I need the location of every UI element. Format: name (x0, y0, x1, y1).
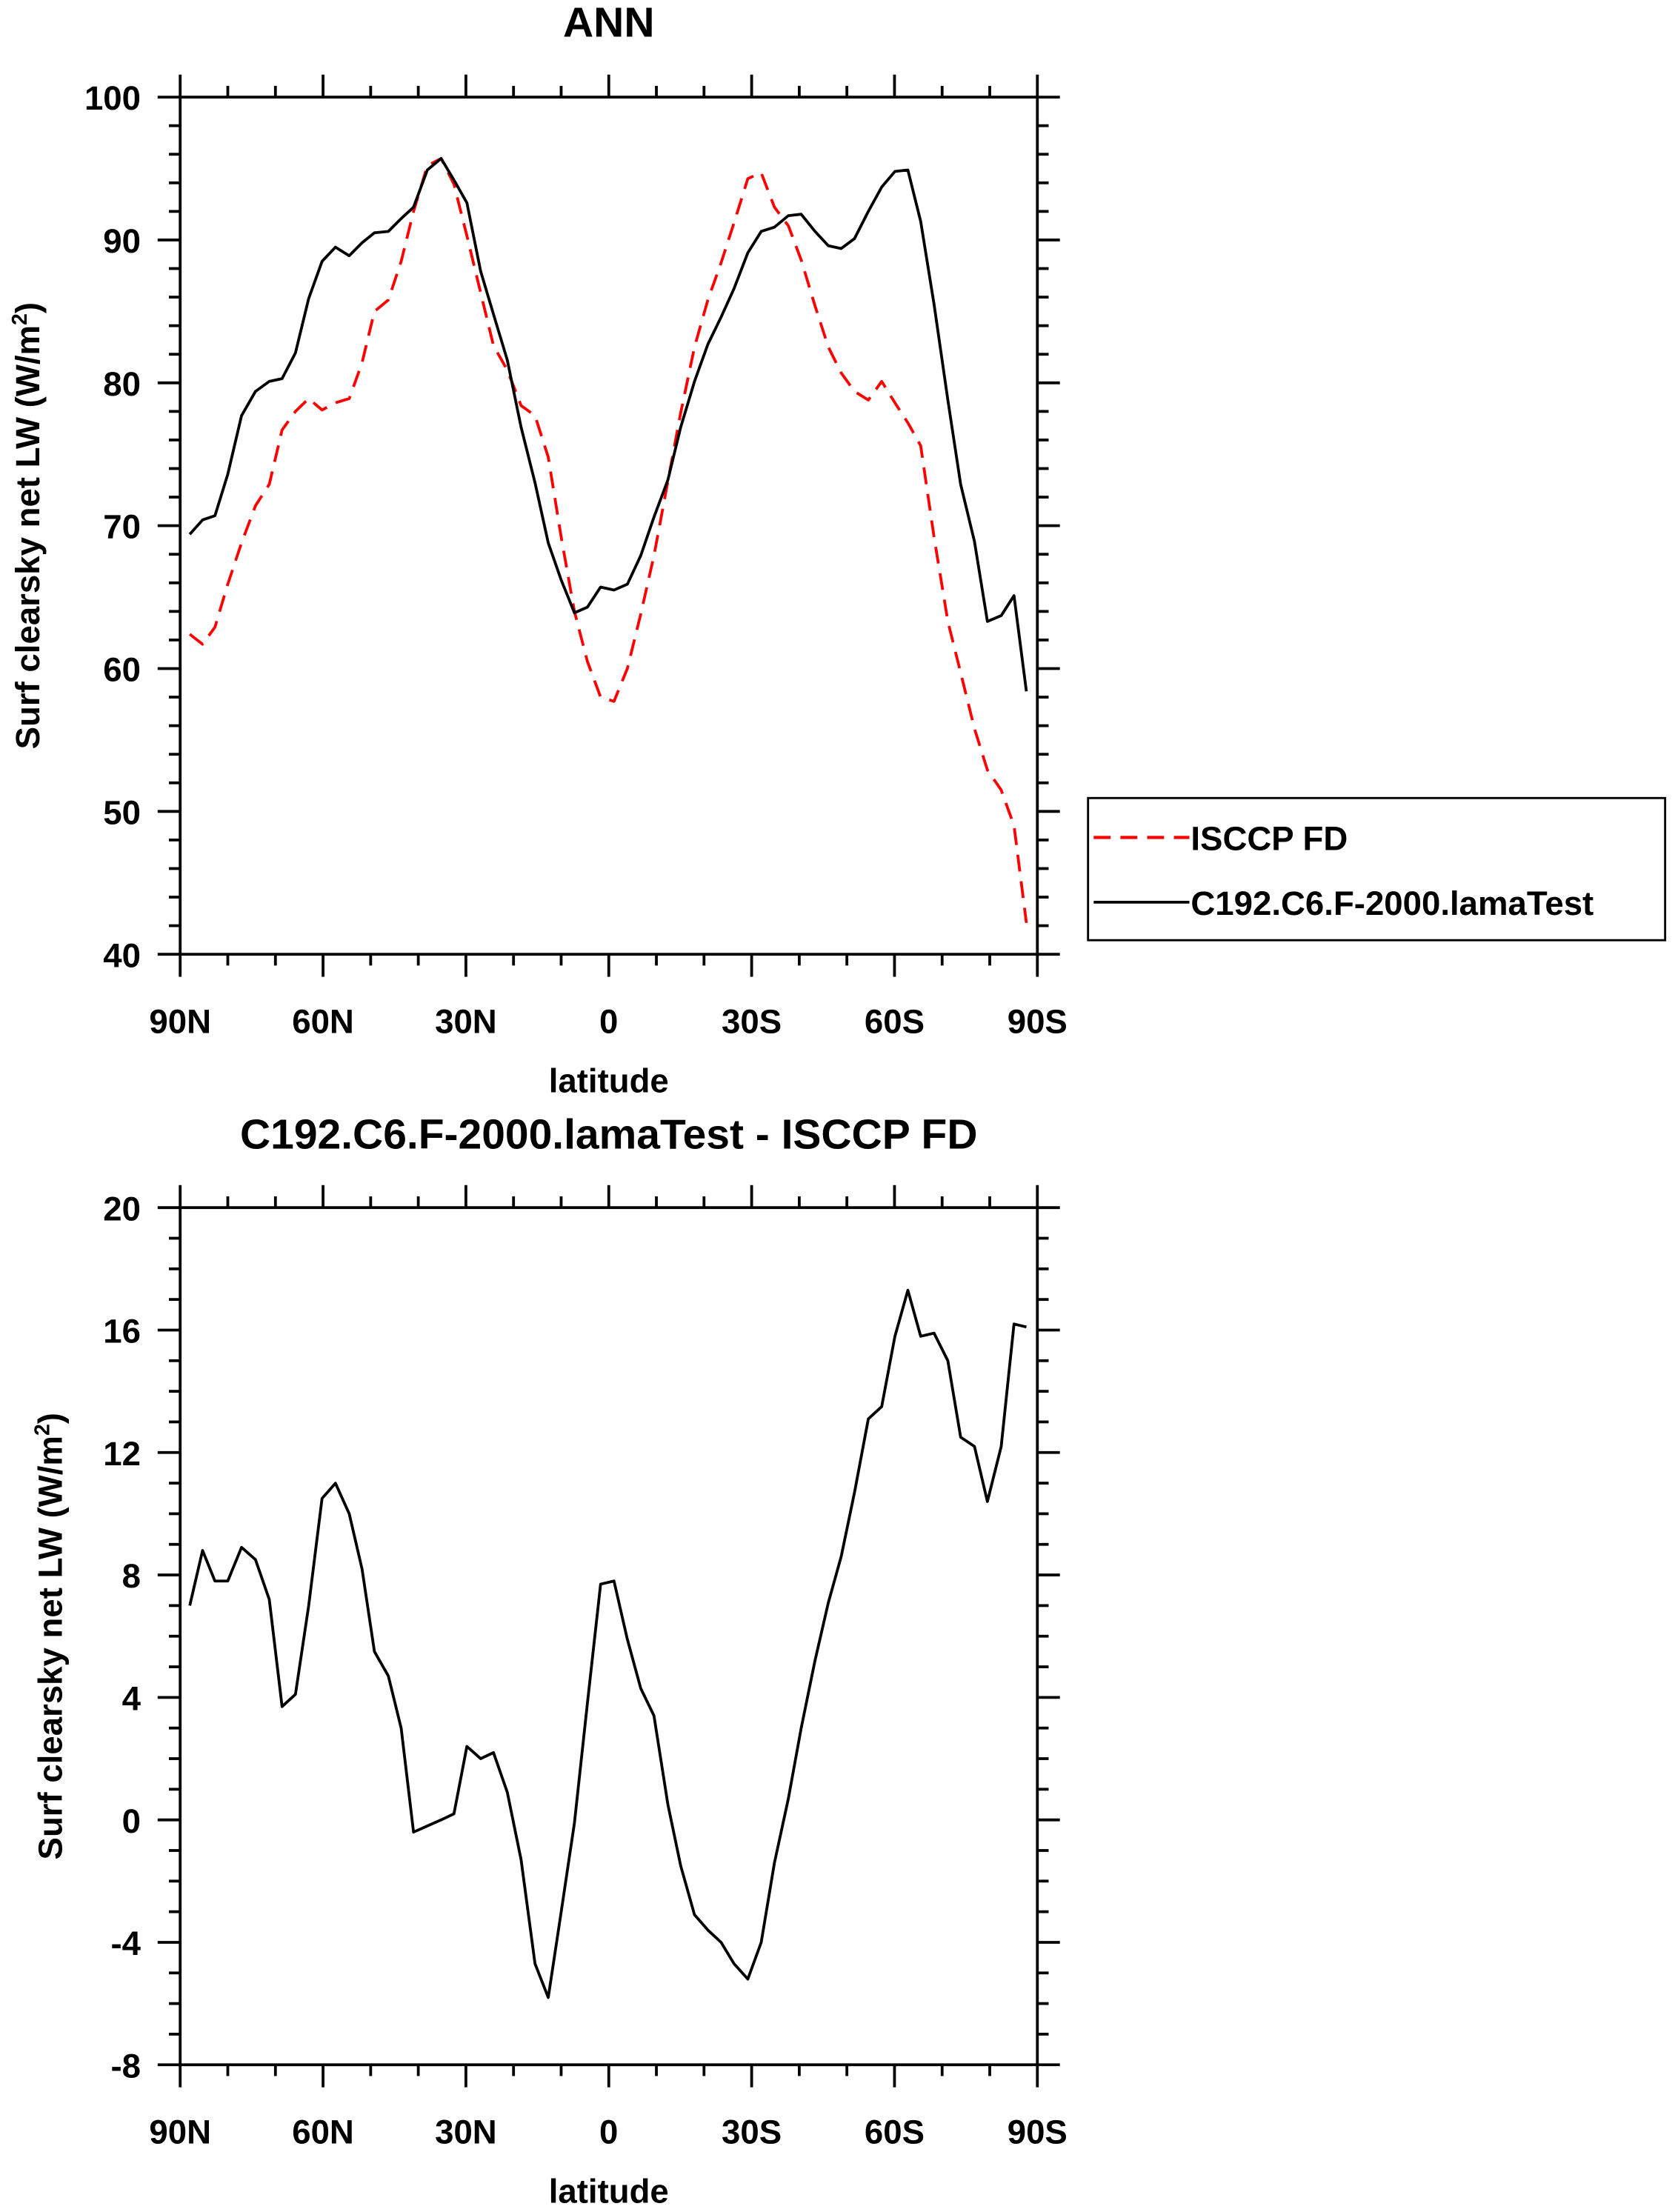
x-tick-label: 90S (1008, 1003, 1068, 1041)
x-axis-label: latitude (549, 1062, 669, 1099)
chart-title: C192.C6.F-2000.lamaTest - ISCCP FD (240, 1110, 978, 1158)
y-tick-label: 0 (122, 1802, 141, 1840)
y-tick-label: 100 (84, 79, 141, 117)
plot-frame (179, 96, 1039, 956)
y-tick-label: 60 (103, 651, 141, 689)
y-axis-label: Surf clearsky net LW (W/m2) (31, 1413, 70, 1859)
x-tick-label: 30S (722, 1003, 782, 1041)
y-tick-label: 12 (103, 1435, 141, 1473)
x-tick-label: 30N (435, 2113, 497, 2151)
x-tick-label: 30N (435, 1003, 497, 1041)
top-panel-ann: 90N 60N 30N 0 30S 60S 90S 40 50 60 70 80 90 100 ANN lat… (8, 0, 1068, 1099)
y-tick-label: 20 (103, 1190, 141, 1227)
plot-frame (179, 1206, 1039, 2067)
y-tick-label: -8 (110, 2047, 141, 2085)
x-tick-label: 90N (149, 1003, 211, 1041)
y-axis-label-end: ) (9, 302, 47, 313)
legend: ISCCP FD C192.C6.F-2000.lamaTest (1087, 796, 1667, 942)
series-line-difference (188, 1288, 1027, 1999)
x-tick-label: 90N (149, 2113, 211, 2151)
x-tick-label: 60N (292, 1003, 354, 1041)
x-tick-label: 90S (1008, 2113, 1068, 2151)
y-axis-label-superscript: 2 (8, 313, 32, 325)
y-tick-label: 4 (122, 1679, 141, 1717)
y-tick-label: 40 (103, 936, 141, 974)
x-axis-label: latitude (549, 2172, 669, 2210)
y-axis-label-main: Surf clearsky net LW (W/m (9, 325, 47, 749)
series-line-isccp-fd (188, 157, 1028, 924)
x-tick-label: 0 (599, 2113, 618, 2151)
y-tick-label: 50 (103, 793, 141, 831)
y-tick-label: -4 (110, 1925, 141, 1962)
y-tick-label: 8 (122, 1557, 141, 1595)
y-axis-label-superscript: 2 (31, 1424, 55, 1436)
y-tick-label: 16 (103, 1313, 141, 1350)
x-tick-label: 60S (865, 1003, 925, 1041)
y-axis-label-main: Surf clearsky net LW (W/m (32, 1436, 70, 1859)
chart-title: ANN (563, 0, 654, 46)
legend-label-model: C192.C6.F-2000.lamaTest (1191, 885, 1594, 922)
x-tick-label: 60N (292, 2113, 354, 2151)
y-tick-label: 80 (103, 365, 141, 403)
legend-label-isccp: ISCCP FD (1191, 820, 1348, 858)
legend-box (1087, 796, 1667, 942)
y-axis-label-end: ) (32, 1413, 70, 1424)
y-axis-label: Surf clearsky net LW (W/m2) (8, 302, 47, 749)
x-tick-label: 30S (722, 2113, 782, 2151)
y-tick-label: 70 (103, 508, 141, 546)
x-tick-label: 60S (865, 2113, 925, 2151)
y-tick-label: 90 (103, 222, 141, 260)
series-line-c192-c6-f-2000-lamatest (188, 157, 1028, 692)
bottom-panel-difference: 90N 60N 30N 0 30S 60S 90S -8 -4 0 4 8 12 16 20 C192.C6.… (31, 1110, 1068, 2210)
x-tick-label: 0 (599, 1003, 618, 1041)
